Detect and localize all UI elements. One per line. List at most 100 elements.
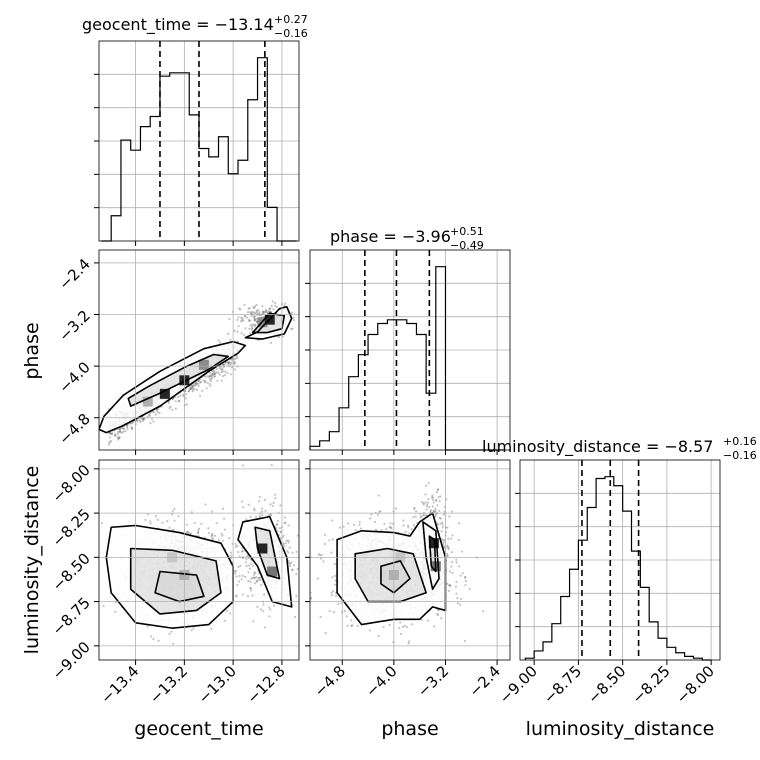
joint-geocent-time-vs-luminosity-distance-point: [249, 515, 252, 518]
joint-phase-vs-luminosity-distance-point: [447, 548, 450, 551]
joint-phase-vs-luminosity-distance-point: [429, 508, 432, 512]
joint-geocent-time-vs-phase-point: [224, 370, 227, 373]
joint-geocent-time-vs-phase-point: [192, 384, 195, 387]
joint-geocent-time-vs-phase-point: [119, 430, 122, 433]
joint-geocent-time-vs-phase-point: [215, 367, 218, 371]
joint-geocent-time-vs-phase-point: [240, 316, 243, 319]
joint-phase-vs-luminosity-distance-point: [407, 532, 410, 535]
joint-geocent-time-vs-luminosity-distance-point: [197, 527, 201, 530]
joint-geocent-time-vs-luminosity-distance-point: [257, 578, 260, 582]
joint-geocent-time-vs-phase-point: [253, 306, 256, 310]
joint-geocent-time-vs-luminosity-distance-point: [253, 576, 257, 580]
joint-geocent-time-vs-phase-point: [240, 319, 243, 322]
joint-geocent-time-vs-luminosity-distance-point: [210, 534, 213, 538]
joint-geocent-time-vs-luminosity-distance-point: [211, 534, 214, 537]
joint-geocent-time-vs-phase-point: [110, 439, 113, 443]
joint-geocent-time-vs-phase-point: [264, 308, 268, 311]
joint-phase-vs-luminosity-distance-point: [342, 525, 345, 528]
joint-geocent-time-vs-luminosity-distance-point: [259, 578, 262, 582]
joint-phase-vs-luminosity-distance-point: [399, 621, 402, 624]
joint-geocent-time-vs-luminosity-distance-point: [285, 539, 288, 542]
joint-phase-vs-luminosity-distance-point: [419, 516, 422, 519]
joint-geocent-time-vs-luminosity-distance-point: [289, 562, 292, 566]
joint-phase-vs-luminosity-distance-point: [414, 515, 417, 518]
joint-geocent-time-vs-phase-point: [211, 376, 214, 379]
joint-geocent-time-vs-phase-point: [191, 390, 194, 393]
joint-geocent-time-vs-phase-point: [211, 374, 214, 377]
joint-geocent-time-vs-luminosity-distance-point: [288, 564, 292, 568]
joint-geocent-time-vs-luminosity-distance-point: [282, 542, 285, 545]
joint-geocent-time-vs-phase-point: [253, 315, 256, 318]
joint-geocent-time-vs-luminosity-distance-point: [244, 561, 248, 564]
joint-phase-vs-luminosity-distance-point: [454, 585, 457, 588]
joint-geocent-time-vs-luminosity-distance-point: [276, 519, 279, 523]
joint-geocent-time-vs-phase-point: [230, 358, 233, 361]
joint-geocent-time-vs-phase-point: [135, 419, 138, 422]
joint-geocent-time-vs-phase-point: [236, 330, 239, 333]
joint-geocent-time-vs-phase-point: [210, 377, 213, 381]
joint-geocent-time-vs-luminosity-distance-point: [237, 565, 240, 568]
joint-geocent-time-vs-phase-point: [251, 310, 254, 313]
joint-phase-vs-luminosity-distance-point: [436, 612, 439, 616]
joint-geocent-time-vs-phase-point: [204, 375, 207, 379]
joint-geocent-time-vs-phase-point: [109, 432, 113, 435]
joint-geocent-time-vs-phase-group: [99, 300, 296, 446]
joint-geocent-time-vs-luminosity-distance-point: [269, 514, 273, 517]
joint-geocent-time-vs-luminosity-distance-point: [247, 579, 250, 583]
joint-geocent-time-vs-luminosity-distance-point: [237, 580, 241, 583]
joint-phase-vs-luminosity-distance-point: [440, 617, 443, 620]
joint-geocent-time-vs-phase-point: [118, 437, 121, 440]
joint-geocent-time-vs-luminosity-distance-point: [258, 500, 261, 503]
joint-geocent-time-vs-luminosity-distance-point: [249, 589, 253, 592]
joint-geocent-time-vs-phase-point: [197, 379, 201, 383]
joint-geocent-time-vs-luminosity-distance-ytick-label-3: −8.25: [49, 505, 94, 550]
joint-geocent-time-vs-phase-point: [192, 384, 195, 387]
joint-phase-vs-luminosity-distance-point: [436, 523, 440, 527]
joint-phase-vs-luminosity-distance-point: [331, 519, 334, 522]
joint-geocent-time-vs-phase-point: [149, 422, 152, 425]
joint-geocent-time-vs-phase-point: [234, 362, 237, 365]
joint-geocent-time-vs-luminosity-distance-point: [283, 516, 286, 519]
joint-phase-vs-luminosity-distance-point: [434, 514, 437, 517]
joint-geocent-time-vs-phase-point: [201, 389, 204, 392]
hist-luminosity-distance-xtick-label-3: −8.25: [628, 662, 673, 707]
joint-geocent-time-vs-phase-point: [142, 417, 146, 420]
joint-geocent-time-vs-phase-point: [191, 386, 194, 389]
joint-phase-vs-luminosity-distance-point: [461, 572, 464, 575]
joint-geocent-time-vs-phase-point: [257, 308, 260, 312]
joint-geocent-time-vs-phase-point: [233, 362, 236, 365]
joint-geocent-time-vs-phase-point: [281, 335, 285, 338]
joint-phase-vs-luminosity-distance-point: [369, 517, 372, 520]
joint-geocent-time-vs-luminosity-distance-point: [237, 550, 240, 554]
joint-geocent-time-vs-luminosity-distance-point: [254, 572, 257, 575]
joint-phase-vs-luminosity-distance-point: [441, 526, 444, 529]
joint-geocent-time-vs-phase-point: [243, 303, 246, 306]
joint-geocent-time-vs-luminosity-distance-point: [245, 558, 248, 561]
joint-phase-vs-luminosity-distance-point: [442, 538, 445, 542]
joint-phase-vs-luminosity-distance-point: [403, 624, 407, 627]
joint-phase-vs-luminosity-distance-point: [412, 523, 415, 527]
joint-phase-vs-luminosity-distance-point: [438, 516, 441, 520]
joint-geocent-time-vs-phase-point: [233, 358, 236, 361]
joint-phase-vs-luminosity-distance-point: [412, 516, 415, 519]
joint-geocent-time-vs-luminosity-distance-point: [269, 608, 272, 611]
joint-geocent-time-vs-phase-point: [248, 310, 251, 314]
joint-geocent-time-vs-phase-point: [228, 360, 231, 363]
joint-geocent-time-vs-phase-point: [219, 366, 222, 369]
ylabel-luminosity-distance: luminosity_distance: [21, 466, 43, 655]
joint-geocent-time-vs-phase-point: [272, 308, 275, 311]
joint-geocent-time-vs-luminosity-distance-point: [228, 612, 232, 615]
joint-geocent-time-vs-luminosity-distance-density-cell-2: [257, 543, 268, 554]
joint-geocent-time-vs-phase-point: [152, 420, 155, 423]
joint-geocent-time-vs-phase-point: [198, 381, 202, 384]
joint-geocent-time-vs-luminosity-distance-point: [213, 534, 217, 537]
joint-phase-vs-luminosity-distance-point: [447, 589, 451, 592]
joint-geocent-time-vs-luminosity-distance-point: [236, 583, 239, 587]
joint-geocent-time-vs-phase-point: [118, 430, 122, 434]
joint-phase-vs-luminosity-distance-point: [347, 522, 350, 525]
joint-phase-vs-luminosity-distance-point: [433, 625, 436, 628]
joint-phase-vs-luminosity-distance-point: [428, 506, 431, 509]
joint-geocent-time-vs-phase-point: [229, 373, 233, 376]
joint-geocent-time-vs-phase-point: [130, 427, 134, 430]
